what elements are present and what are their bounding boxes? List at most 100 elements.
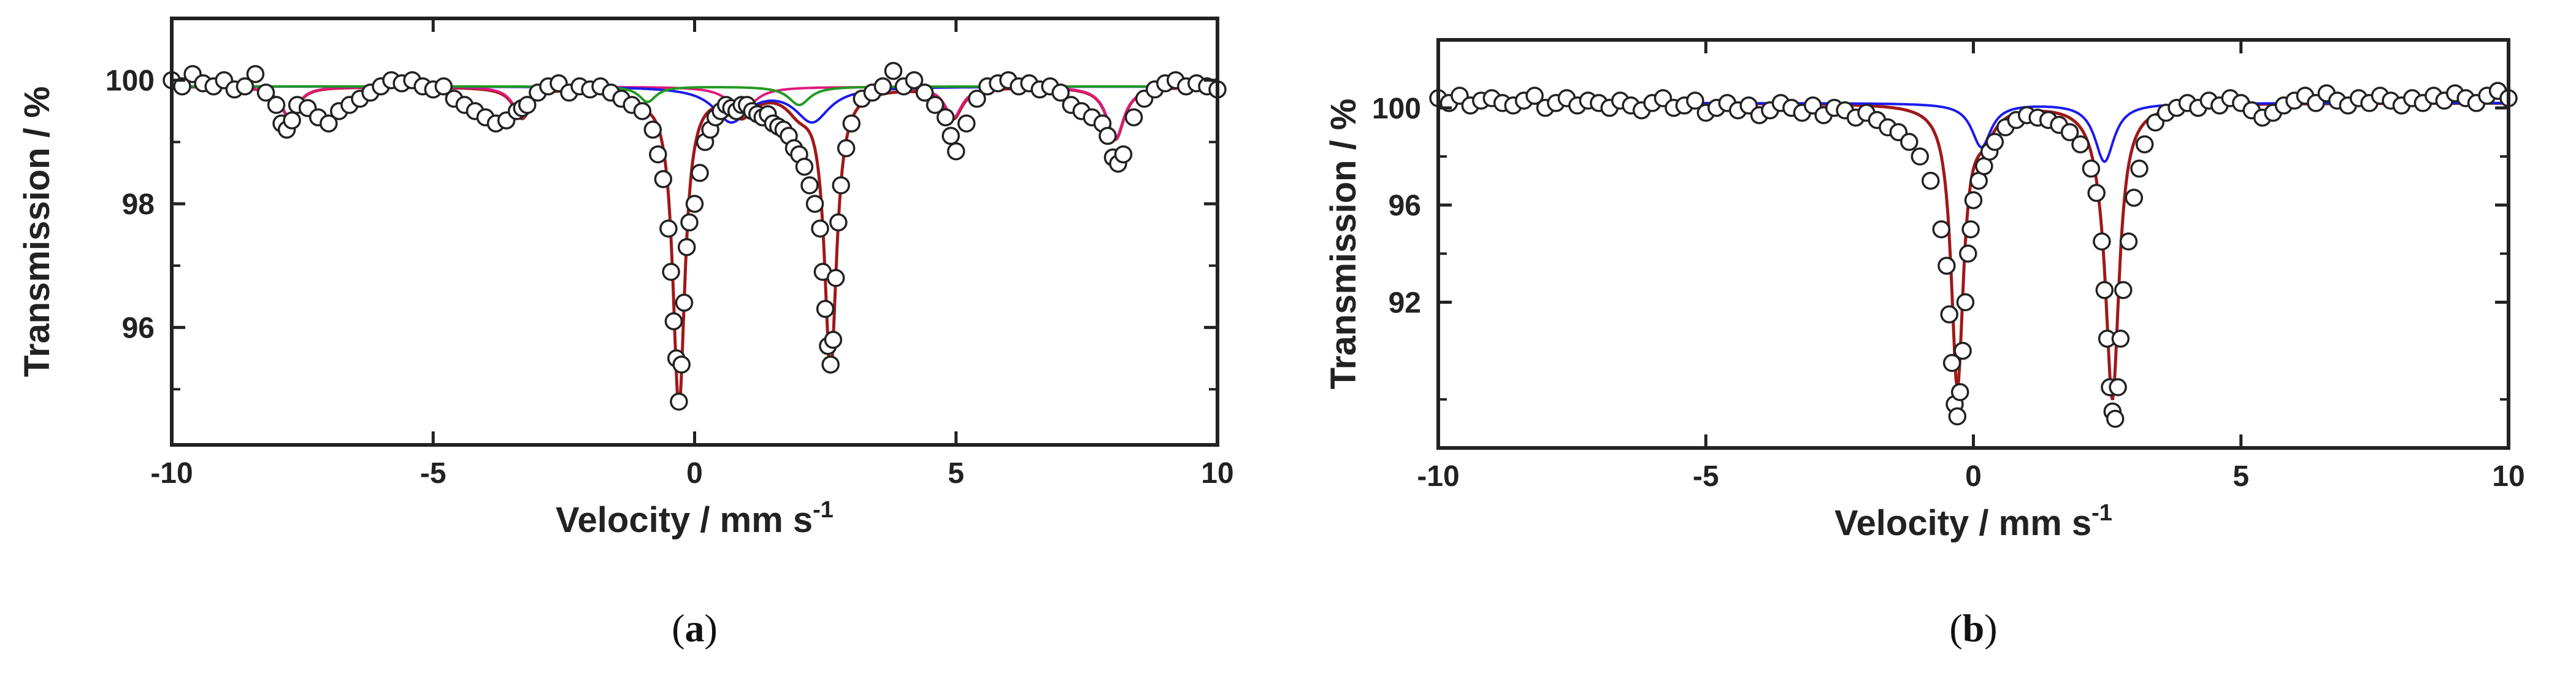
data-point [2125, 188, 2144, 207]
data-point [2114, 280, 2133, 299]
data-point [680, 213, 699, 232]
data-point [654, 170, 673, 188]
data-points [163, 61, 1227, 411]
data-point [957, 114, 976, 133]
data-point [837, 139, 856, 158]
x-tick-label: 5 [2233, 460, 2249, 493]
data-point [246, 64, 265, 83]
data-point [1686, 91, 1704, 110]
chart-panel-b: -10 -5 0 5 10 92 96 100 Velocity / mm s-1 Transmi… [1324, 38, 2525, 650]
x-tick-label: 10 [1201, 457, 1233, 490]
data-point [2095, 280, 2114, 299]
y-tick-label: 96 [1389, 190, 1421, 222]
y-axis-title: Transmission / % [17, 87, 57, 377]
x-tick-label: -5 [420, 457, 447, 490]
x-tick-label: 10 [2492, 460, 2524, 493]
data-point [1964, 191, 1983, 209]
data-point [1525, 87, 1544, 105]
data-point [1098, 126, 1117, 145]
data-point [816, 299, 835, 318]
data-point [267, 96, 286, 114]
data-point [884, 61, 903, 80]
data-point [968, 90, 986, 108]
x-axis-title-text: Velocity / mm s [556, 500, 813, 540]
data-point [829, 213, 848, 232]
panel-label: (a) [672, 606, 718, 650]
data-point [1959, 244, 1977, 263]
data-point [926, 96, 945, 114]
data-point [2119, 232, 2138, 251]
x-tick-label: -5 [1693, 460, 1719, 493]
x-tick-label: -10 [150, 457, 193, 490]
y-tick-label: 100 [1372, 93, 1421, 125]
data-point [675, 293, 694, 312]
data-point [1932, 220, 1950, 239]
data-point [1953, 341, 1972, 360]
y-axis-title: Transmission / % [1324, 99, 1363, 390]
x-tick-label: 0 [686, 457, 703, 490]
data-point [236, 77, 255, 96]
data-point [518, 96, 537, 114]
data-point [664, 312, 683, 331]
data-point [662, 263, 680, 281]
data-point [643, 120, 662, 139]
data-point [256, 83, 275, 102]
data-point [811, 219, 829, 238]
data-point [2060, 123, 2079, 142]
data-point [2106, 409, 2125, 428]
x-tick-label: 5 [948, 457, 964, 490]
data-point [685, 195, 704, 213]
chart-panel-a: -10 -5 0 5 10 96 98 100 Velocity / mm s-1 Transmi… [17, 17, 1234, 650]
data-point [434, 77, 453, 96]
data-point [1124, 108, 1143, 126]
data-point [1921, 171, 1940, 190]
data-point [1938, 256, 1956, 275]
data-point [670, 392, 688, 411]
data-point [805, 195, 824, 213]
data-point [2111, 330, 2130, 348]
x-axis-title-superscript: -1 [813, 497, 834, 523]
x-axis-title: Velocity / mm s-1 [1834, 500, 2112, 543]
x-tick-label: -10 [1417, 460, 1459, 493]
x-axis-title: Velocity / mm s-1 [556, 497, 834, 540]
data-point [832, 176, 850, 195]
data-point [1985, 133, 2004, 152]
data-point [2109, 378, 2127, 396]
data-point [691, 164, 709, 182]
x-axis-title-superscript: -1 [2091, 500, 2112, 526]
data-point [936, 108, 955, 126]
data-point [1948, 407, 1967, 426]
data-point [821, 355, 840, 374]
panel-label: (b) [1949, 606, 1997, 650]
data-point [1956, 293, 1975, 312]
data-point [2135, 135, 2154, 153]
data-point [1950, 383, 1969, 401]
data-point [795, 157, 814, 176]
data-point [320, 114, 338, 133]
data-point [905, 71, 924, 90]
data-point [1900, 133, 1919, 152]
data-point [672, 355, 691, 374]
x-tick-label: 0 [1965, 460, 1982, 493]
data-point [915, 83, 934, 102]
y-tick-label: 100 [105, 65, 155, 98]
data-point [649, 145, 667, 164]
data-points [1429, 82, 2518, 428]
data-point [826, 269, 845, 287]
data-point [842, 114, 861, 133]
data-point [1942, 353, 1961, 372]
data-point [1051, 83, 1070, 102]
y-tick-label: 98 [122, 188, 155, 221]
data-point [2087, 183, 2106, 202]
data-point [659, 219, 678, 238]
data-point [947, 142, 965, 161]
data-point [2130, 160, 2149, 178]
data-point [941, 126, 960, 145]
x-axis-title-text: Velocity / mm s [1834, 503, 2091, 543]
data-point [1940, 305, 1958, 324]
y-tick-label: 92 [1389, 287, 1421, 320]
data-point [633, 102, 652, 120]
data-point [1961, 220, 1980, 239]
data-point [677, 237, 696, 256]
